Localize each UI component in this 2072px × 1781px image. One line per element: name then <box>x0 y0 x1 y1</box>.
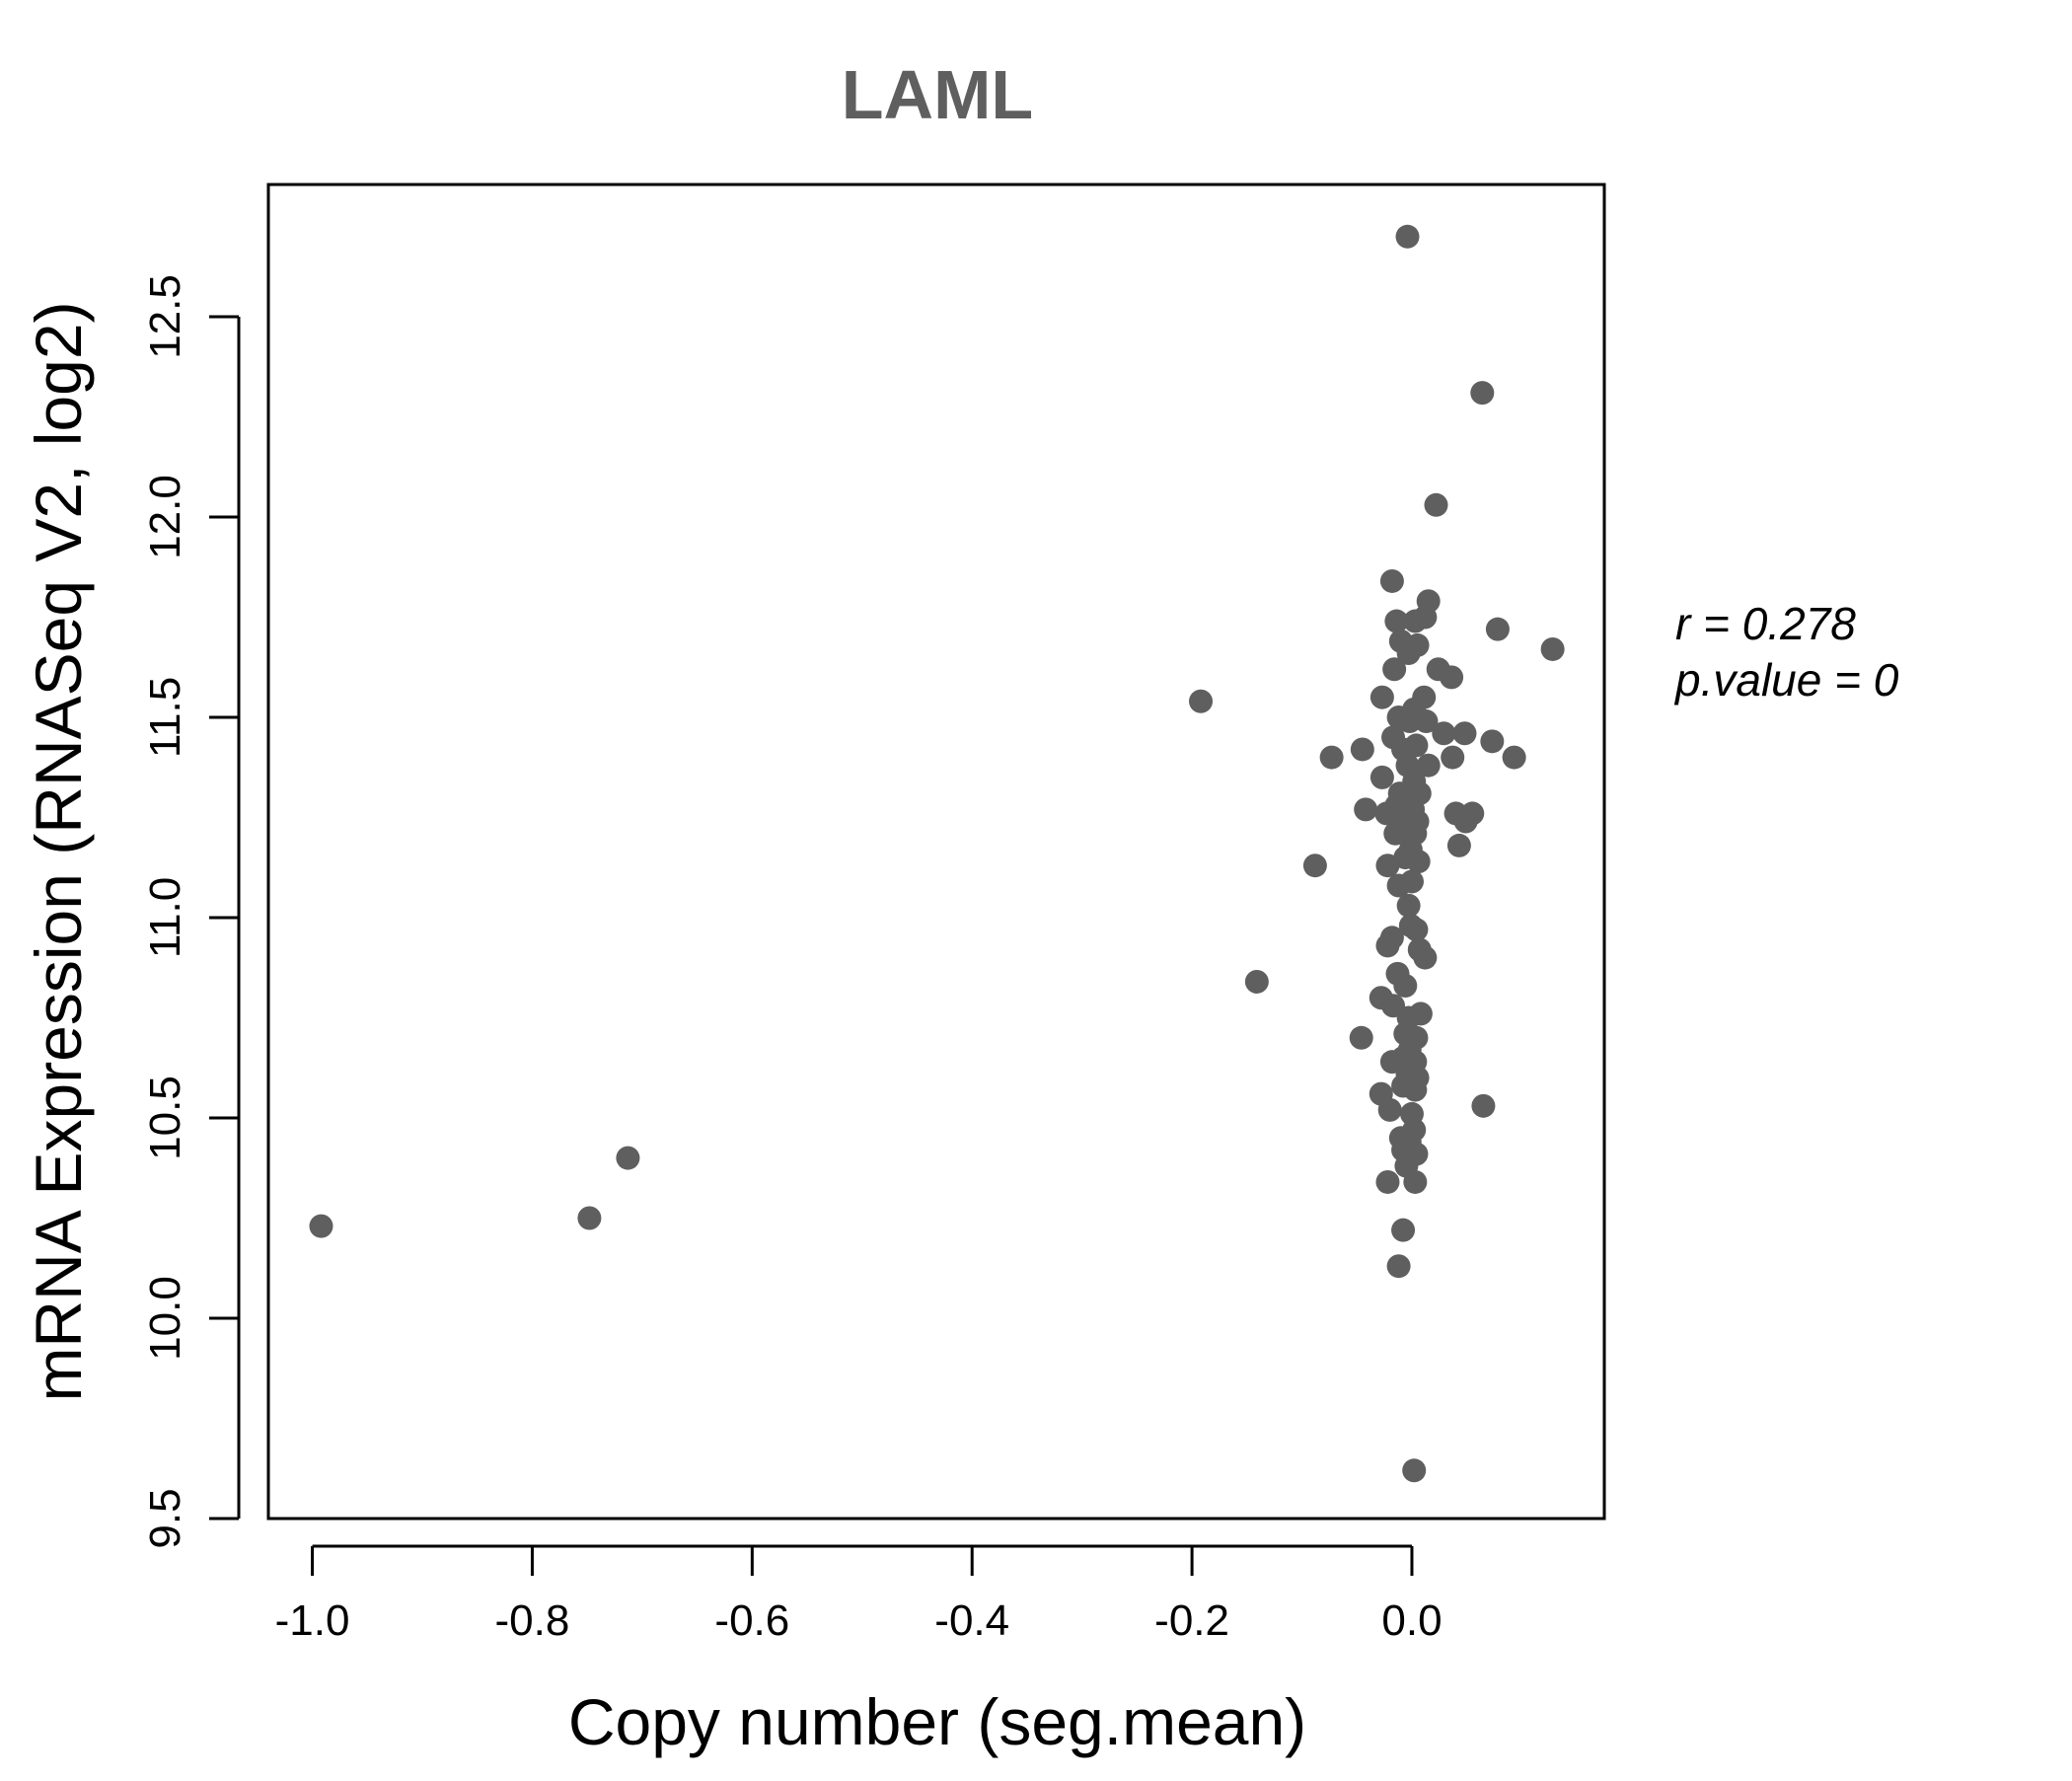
x-axis-label: Copy number (seg.mean) <box>568 1685 1306 1758</box>
data-point <box>1424 492 1448 517</box>
data-point <box>1189 689 1214 713</box>
data-point <box>1413 945 1438 970</box>
data-point <box>1354 797 1378 822</box>
data-point <box>1502 745 1526 770</box>
data-point <box>1441 745 1465 770</box>
x-tick-label: -0.2 <box>1154 1596 1229 1645</box>
data-point <box>1416 753 1441 778</box>
data-point <box>1432 721 1456 746</box>
data-point <box>1375 933 1400 958</box>
data-point <box>1540 636 1565 661</box>
y-axis: 9.5 10.0 10.5 11.0 11.5 12.0 12.5 <box>141 274 241 1549</box>
y-tick-label: 12.0 <box>141 475 189 559</box>
data-point <box>1403 1169 1428 1194</box>
y-axis-label: mRNA Expression (RNASeq V2, log2) <box>22 301 95 1401</box>
data-point <box>1480 729 1505 754</box>
data-point <box>1404 918 1429 942</box>
data-point <box>1402 1458 1427 1483</box>
data-point <box>1349 1025 1373 1050</box>
data-point <box>1413 605 1438 630</box>
x-tick-label: -0.8 <box>495 1596 570 1645</box>
data-point <box>1375 853 1400 878</box>
data-points <box>309 224 1565 1483</box>
y-tick-label: 10.0 <box>141 1276 189 1361</box>
data-point <box>1395 224 1420 249</box>
p-value-label: p.value = 0 <box>1673 654 1899 705</box>
y-tick-label: 12.5 <box>141 274 189 359</box>
correlation-r-label: r = 0.278 <box>1675 598 1856 649</box>
y-tick-label: 10.5 <box>141 1076 189 1160</box>
data-point <box>1446 833 1471 857</box>
y-tick-label: 11.5 <box>141 677 189 758</box>
data-point <box>1384 609 1409 633</box>
x-tick-label: -0.6 <box>714 1596 789 1645</box>
data-point <box>1471 1093 1496 1118</box>
y-tick-label: 9.5 <box>141 1488 189 1548</box>
data-point <box>1470 381 1495 406</box>
data-point <box>1391 1218 1416 1242</box>
x-tick-label: 0.0 <box>1381 1596 1442 1645</box>
data-point <box>1406 850 1431 874</box>
data-point <box>1399 869 1424 894</box>
x-axis: -1.0 -0.8 -0.6 -0.4 -0.2 0.0 <box>275 1544 1443 1645</box>
data-point <box>1453 809 1478 834</box>
data-point <box>1379 568 1404 593</box>
data-point <box>1403 1077 1428 1102</box>
x-tick-label: -0.4 <box>934 1596 1009 1645</box>
data-point <box>1440 665 1464 690</box>
data-point <box>1375 1169 1400 1194</box>
data-point <box>1485 617 1510 641</box>
data-point <box>1319 745 1344 770</box>
data-point <box>1302 853 1327 878</box>
data-point <box>1396 893 1421 918</box>
data-point <box>1382 657 1407 682</box>
data-point <box>1452 721 1477 746</box>
data-point <box>1408 1002 1433 1026</box>
data-point <box>616 1146 640 1170</box>
data-point <box>577 1206 602 1230</box>
plot-area-frame <box>266 183 1606 1521</box>
data-point <box>1386 1254 1411 1279</box>
data-point <box>309 1214 333 1238</box>
data-point <box>1369 685 1394 709</box>
data-point <box>1393 974 1418 999</box>
data-point <box>1383 821 1408 846</box>
data-point <box>1244 969 1269 994</box>
data-point <box>1377 1097 1402 1122</box>
chart-title: LAML <box>842 56 1033 133</box>
data-point <box>1414 709 1439 734</box>
y-tick-label: 11.0 <box>141 877 189 958</box>
x-tick-label: -1.0 <box>275 1596 350 1645</box>
data-point <box>1396 641 1421 666</box>
data-point <box>1350 737 1374 762</box>
data-point <box>1397 709 1422 734</box>
data-point <box>1369 765 1394 789</box>
